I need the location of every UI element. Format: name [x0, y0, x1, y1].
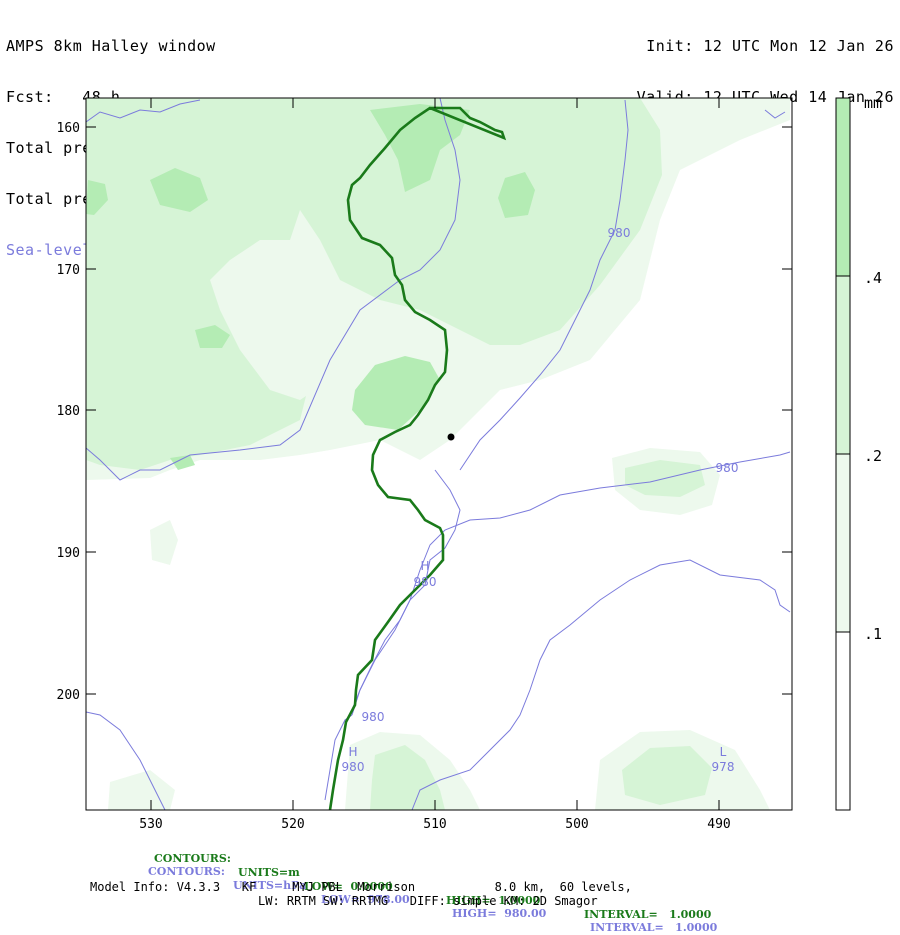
precip-blob-5 — [195, 325, 230, 348]
x-tick-label: 530 — [139, 817, 162, 832]
low-value: 978 — [712, 760, 735, 774]
footer-interval: INTERVAL= 1.0000 — [584, 908, 712, 921]
precip-area-south-center-mid — [370, 745, 445, 810]
precip-blob-4 — [498, 172, 535, 218]
colorbar-segment-low — [836, 454, 850, 632]
halley-station-marker — [447, 433, 455, 441]
y-tick-label: 180 — [57, 404, 80, 419]
footer-high: HIGH= 980.00 — [452, 907, 547, 920]
contour-label-980: 980 — [362, 710, 385, 724]
slp-contour-nw-small — [764, 109, 786, 119]
footer-slp-contours: CONTOURS: UNITS=hPa LOW= 978.00 HIGH= 98… — [0, 851, 900, 934]
colorbar-segment-high — [836, 98, 850, 276]
high-marker: H — [348, 745, 357, 759]
high-marker: H — [420, 559, 429, 573]
colorbar-label: .2 — [864, 447, 882, 465]
precip-area-light-inset — [210, 240, 350, 400]
contour-label-980: 980 — [608, 226, 631, 240]
model-info-line: Model Info: V4.3.3 KF MYJ PBL Morrison 8… — [90, 880, 632, 894]
colorbar-unit: mm — [864, 94, 882, 112]
x-tick-labels: 530 520 510 500 490 — [139, 817, 730, 832]
contour-label-980: 980 — [716, 461, 739, 475]
contour-labels: 980 980 980 H 980 H 980 L 978 — [342, 226, 739, 774]
slp-contour-980-west — [86, 99, 201, 123]
y-axis-ticks — [86, 126, 792, 695]
precip-area-small-west — [150, 520, 178, 565]
plot-frame — [85, 97, 793, 811]
precip-blob-7 — [170, 455, 195, 470]
forecast-map: 160 170 180 190 200 530 520 510 500 490 … — [57, 94, 883, 832]
x-axis-ticks — [150, 98, 720, 810]
footer-contours-label: CONTOURS: — [154, 852, 231, 865]
precip-blob-1 — [150, 168, 208, 212]
precip-area-south-east-mid — [622, 746, 712, 805]
footer-low: LOW= 0.0000 — [304, 880, 393, 893]
y-tick-labels: 160 170 180 190 200 — [57, 121, 80, 703]
physics-info-line: LW: RRTM SW: RRTMG DIFF: simple KM: 2D S… — [258, 894, 598, 908]
slp-contour-979 — [411, 559, 791, 810]
colorbar-segment-none — [836, 632, 850, 810]
x-tick-label: 500 — [565, 817, 588, 832]
slp-contour-980-north — [86, 98, 461, 481]
y-tick-label: 190 — [57, 546, 80, 561]
precip-blob-6 — [352, 356, 440, 430]
slp-contour-980-ridge — [351, 451, 791, 716]
footer-physics-info: LW: RRTM SW: RRTMG DIFF: simple KM: 2D S… — [0, 880, 900, 908]
high-value: 980 — [414, 575, 437, 589]
precip-field — [86, 98, 790, 810]
map-title: AMPS 8km Halley window — [6, 37, 216, 55]
colorbar-label: .4 — [864, 269, 882, 287]
y-tick-label: 160 — [57, 121, 80, 136]
precip-blob-3 — [370, 104, 470, 192]
low-marker: L — [720, 745, 727, 759]
footer-units: UNITS=hPa — [233, 879, 307, 892]
colorbar-segment-mid — [836, 276, 850, 454]
x-tick-label: 510 — [423, 817, 446, 832]
colorbar: mm .4 .2 .1 — [835, 94, 882, 811]
x-tick-label: 520 — [281, 817, 304, 832]
precip-area-south-west — [108, 770, 175, 810]
high-value: 980 — [342, 760, 365, 774]
y-tick-label: 170 — [57, 263, 80, 278]
footer-units: UNITS=m — [238, 866, 300, 879]
y-tick-label: 200 — [57, 688, 80, 703]
footer-model-info: Model Info: V4.3.3 KF MYJ PBL Morrison 8… — [0, 866, 900, 894]
colorbar-label: .1 — [864, 625, 882, 643]
slp-contour-980-sw — [86, 711, 166, 810]
precip-blob-2 — [86, 180, 108, 215]
coastline — [328, 106, 507, 811]
footer-contours-label: CONTOURS: — [148, 865, 225, 878]
slp-contour-980-ne — [459, 99, 629, 471]
slp-contours — [86, 98, 791, 810]
x-tick-label: 490 — [707, 817, 730, 832]
footer-interval: INTERVAL= 1.0000 — [590, 921, 718, 934]
init-time: Init: 12 UTC Mon 12 Jan 26 — [646, 37, 894, 55]
footer-coast-contours: CONTOURS: UNITS=m LOW= 0.0000 HIGH= 1.00… — [0, 838, 900, 921]
